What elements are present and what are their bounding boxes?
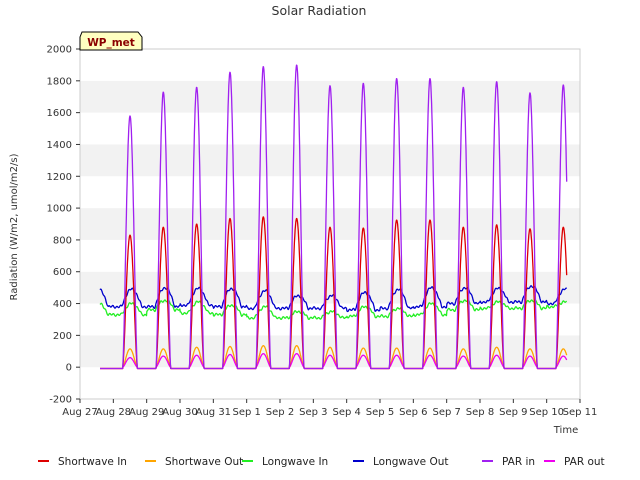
x-tick-label: Sep 6 [399, 407, 427, 418]
station-badge: WP_met [79, 31, 143, 51]
legend-label: Longwave Out [373, 456, 448, 468]
legend-label: Longwave In [262, 456, 328, 468]
legend-label: PAR in [502, 456, 535, 468]
grid-band [80, 367, 580, 399]
y-tick-label: 1200 [47, 172, 72, 183]
y-tick-label: 1400 [47, 140, 72, 151]
x-tick-label: Aug 31 [196, 407, 231, 418]
y-tick-label: 1800 [47, 76, 72, 87]
x-tick-label: Sep 8 [466, 407, 494, 418]
y-tick-label: 2000 [47, 45, 72, 56]
grid-band [80, 335, 580, 368]
grid-band [80, 303, 580, 336]
grid-band [80, 112, 580, 145]
y-tick-label: 1000 [47, 204, 72, 215]
series-line-par-in [99, 64, 568, 370]
y-tick-label: 400 [53, 299, 72, 310]
x-tick-label: Sep 5 [366, 407, 394, 418]
y-tick-label: 800 [53, 235, 72, 246]
y-tick-label: -200 [49, 395, 72, 406]
series-line-longwave-in [99, 299, 568, 321]
y-tick-label: 0 [66, 363, 72, 374]
x-axis-label: Time [553, 425, 578, 436]
x-tick-label: Aug 27 [62, 407, 97, 418]
x-tick-label: Sep 10 [529, 407, 564, 418]
x-tick-label: Sep 7 [432, 407, 460, 418]
y-axis: -200 0 200 400 600 800 1000 1200 1400 1600 1800 200… [47, 45, 80, 406]
x-tick-label: Sep 1 [232, 407, 260, 418]
x-tick-label: Aug 29 [129, 407, 164, 418]
station-badge-label: WP_met [87, 37, 135, 49]
grid-band [80, 208, 580, 240]
x-tick-label: Aug 30 [162, 407, 197, 418]
plot-area [79, 48, 581, 400]
y-tick-label: 200 [53, 331, 72, 342]
x-tick-label: Sep 4 [332, 407, 360, 418]
grid-band [80, 239, 580, 272]
legend-label: PAR out [564, 456, 605, 468]
grid-bands [80, 49, 580, 399]
x-tick-label: Sep 2 [266, 407, 294, 418]
grid-band [80, 144, 580, 177]
chart-title: Solar Radiation [272, 3, 367, 18]
x-tick-label: Sep 11 [563, 407, 598, 418]
grid-band [80, 176, 580, 209]
y-tick-label: 600 [53, 267, 72, 278]
series-line-longwave-out [99, 285, 568, 313]
legend: Shortwave In Shortwave Out Longwave In Long… [38, 456, 605, 468]
y-tick-label: 1600 [47, 108, 72, 119]
series-layer [99, 64, 568, 370]
x-tick-label: Aug 28 [96, 407, 131, 418]
x-tick-label: Sep 9 [499, 407, 527, 418]
grid-band [80, 271, 580, 304]
legend-label: Shortwave Out [165, 456, 243, 468]
legend-label: Shortwave In [58, 456, 127, 468]
x-tick-label: Sep 3 [299, 407, 327, 418]
grid-band [80, 49, 580, 81]
y-axis-label: Radiation (W/m2, umol/m2/s) [9, 153, 20, 300]
